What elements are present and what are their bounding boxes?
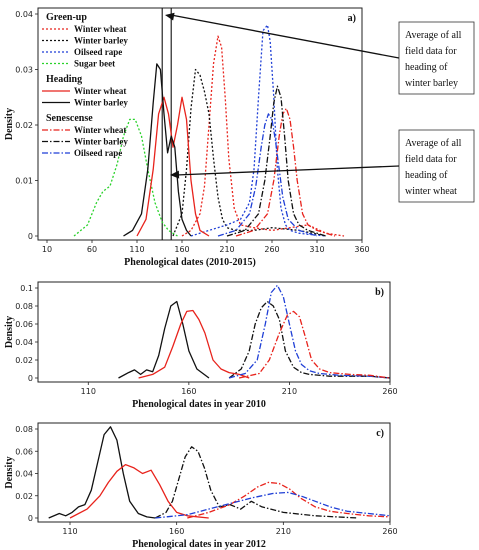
y-tick-label: 0.04: [15, 10, 33, 19]
legend-item-label: Winter wheat: [74, 24, 126, 34]
y-tick-label: 0: [28, 232, 33, 241]
panel-letter: a): [348, 13, 356, 24]
series-line: [155, 491, 391, 519]
x-tick-label: 160: [181, 387, 196, 396]
panel-letter: c): [376, 428, 384, 439]
annotation-text: field data for: [405, 46, 457, 57]
series-line: [228, 300, 391, 379]
y-tick-label: 0.08: [15, 425, 33, 434]
series-line: [235, 107, 336, 237]
panel-letter: b): [375, 287, 384, 298]
series-line: [228, 284, 391, 379]
annotation-text: winter wheat: [405, 186, 457, 197]
panel-1: 110 160 210 260 0 0.02 0.04 0.06 0.08 0.1 Phenolog…: [4, 281, 398, 410]
annotation-text: winter barley: [405, 78, 458, 89]
series-line: [238, 310, 391, 379]
x-axis-label: Phenological dates (2010-2015): [124, 257, 256, 268]
x-tick-label: 160: [169, 527, 184, 536]
series-line: [118, 300, 210, 379]
annotation-arrowhead: [170, 170, 180, 179]
y-tick-label: 0.04: [15, 470, 33, 479]
x-tick-label: 110: [62, 527, 77, 536]
x-tick-label: 260: [382, 387, 397, 396]
series-line: [73, 118, 178, 237]
series-line: [123, 63, 192, 237]
y-axis-label: Density: [4, 456, 15, 488]
x-tick-label: 210: [282, 387, 297, 396]
y-tick-label: 0.03: [15, 66, 33, 75]
series-line: [138, 309, 250, 379]
series-line: [154, 446, 359, 519]
x-axis-label: Phenological dates in year 2010: [132, 399, 266, 410]
annotation-arrow: [175, 165, 400, 176]
series-line: [136, 96, 210, 237]
x-tick-label: 160: [174, 245, 189, 254]
y-tick-label: 0.04: [15, 338, 33, 347]
x-tick-label: 110: [129, 245, 144, 254]
annotation-text: Average of all: [405, 30, 462, 41]
y-tick-label: 0.06: [15, 447, 33, 456]
x-tick-label: 210: [276, 527, 291, 536]
series-line: [172, 68, 327, 237]
annotation-box: [398, 129, 475, 203]
series-line: [217, 113, 318, 237]
y-tick-label: 0.02: [15, 356, 33, 365]
panel-2: 110 160 210 260 0 0.02 0.04 0.06 0.08 Phenologica…: [4, 422, 398, 550]
annotation-text: field data for: [405, 154, 457, 165]
legend-item-label: Winter barley: [74, 36, 128, 46]
legend-item-label: Oilseed rape: [74, 148, 122, 158]
series-line: [69, 463, 209, 519]
y-axis-label: Density: [4, 108, 15, 140]
plot-frame: [37, 422, 391, 523]
series-line: [190, 24, 327, 237]
legend-item-label: Winter barley: [74, 137, 128, 147]
panel-0: 10 60 110 160 210 260 310 360 0 0.01 0.02 0.03 0.04 P…: [4, 7, 475, 268]
annotation-text: Average of all: [405, 138, 462, 149]
x-tick-label: 110: [81, 387, 96, 396]
legend-item-label: Winter wheat: [74, 125, 126, 135]
y-tick-label: 0.02: [15, 121, 33, 130]
plot-frame: [37, 281, 391, 383]
legend-group-title: Green-up: [46, 12, 87, 23]
legend-item-label: Winter wheat: [74, 86, 126, 96]
series-line: [226, 85, 327, 237]
annotation-box: [398, 21, 475, 95]
legend-item-label: Winter barley: [74, 98, 128, 108]
y-axis-label: Density: [4, 316, 15, 348]
y-tick-label: 0: [28, 374, 33, 383]
x-tick-label: 210: [219, 245, 234, 254]
legend-item-label: Oilseed rape: [74, 47, 122, 57]
legend-group-title: Heading: [46, 74, 82, 85]
y-tick-label: 0: [28, 514, 33, 523]
plot-frame: [37, 7, 363, 241]
series-line: [187, 481, 391, 519]
y-tick-label: 0.06: [15, 320, 33, 329]
x-tick-label: 260: [264, 245, 279, 254]
x-tick-label: 310: [309, 245, 324, 254]
y-tick-label: 0.02: [15, 492, 33, 501]
y-tick-label: 0.1: [20, 284, 33, 293]
x-tick-label: 360: [354, 245, 369, 254]
x-axis-label: Phenological dates in year 2012: [132, 539, 266, 550]
series-line: [181, 35, 345, 237]
annotation-arrowhead: [165, 12, 175, 21]
legend-group-title: Senescense: [46, 113, 93, 124]
annotation-text: heading of: [405, 62, 448, 73]
x-tick-label: 10: [42, 245, 52, 254]
y-tick-label: 0.01: [15, 177, 33, 186]
annotation-arrow: [170, 14, 400, 59]
x-tick-label: 260: [382, 527, 397, 536]
legend-item-label: Sugar beet: [74, 59, 115, 69]
x-tick-label: 60: [87, 245, 97, 254]
annotation-text: heading of: [405, 170, 448, 181]
series-line: [48, 426, 156, 519]
y-tick-label: 0.08: [15, 302, 33, 311]
